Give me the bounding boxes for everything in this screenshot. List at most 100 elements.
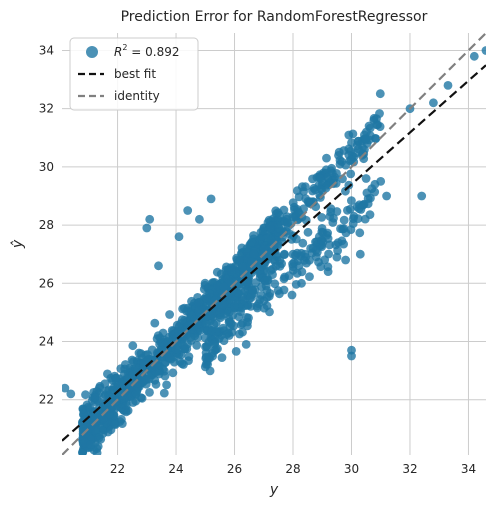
data-point xyxy=(186,332,196,342)
data-point xyxy=(280,249,289,259)
data-point xyxy=(235,256,245,265)
data-point xyxy=(206,194,216,204)
legend-frame xyxy=(69,37,199,111)
data-point xyxy=(291,234,301,244)
data-point xyxy=(300,256,309,265)
data-point xyxy=(162,380,172,390)
data-point xyxy=(235,329,244,339)
data-point xyxy=(202,342,212,352)
data-point xyxy=(287,290,297,300)
data-point xyxy=(159,388,169,398)
data-point xyxy=(335,155,345,165)
chart-title: Prediction Error for RandomForestRegress… xyxy=(121,9,428,25)
data-point xyxy=(227,267,237,276)
data-point xyxy=(347,196,356,206)
data-point xyxy=(252,301,262,311)
data-point xyxy=(222,329,232,339)
data-point xyxy=(283,218,292,228)
data-point xyxy=(316,262,326,272)
data-point xyxy=(270,279,280,289)
data-point xyxy=(364,121,374,131)
data-point xyxy=(168,368,178,378)
data-point xyxy=(171,344,181,354)
identity-line xyxy=(62,33,486,455)
data-point xyxy=(137,393,147,403)
data-point xyxy=(352,141,362,150)
data-point xyxy=(85,403,95,413)
data-point xyxy=(111,420,120,429)
data-point xyxy=(210,296,220,305)
data-point xyxy=(369,113,379,123)
y-axis-label: ŷ xyxy=(10,239,26,249)
data-point xyxy=(153,331,163,340)
data-point xyxy=(314,232,324,242)
data-point xyxy=(145,214,155,224)
data-point xyxy=(317,185,327,195)
data-point xyxy=(174,232,184,242)
data-point xyxy=(361,174,371,183)
data-point xyxy=(345,204,355,214)
x-tick-label: 30 xyxy=(344,462,359,476)
data-point xyxy=(273,208,283,218)
y-tick-label: 34 xyxy=(39,43,54,57)
data-point xyxy=(66,389,76,399)
data-point xyxy=(365,210,375,220)
data-point xyxy=(275,256,285,265)
data-point xyxy=(218,301,228,310)
y-tick-label: 24 xyxy=(39,334,54,348)
y-tick-label: 32 xyxy=(39,102,54,116)
data-point xyxy=(469,51,479,61)
data-point xyxy=(305,272,314,281)
data-point xyxy=(341,255,350,265)
data-point xyxy=(245,293,255,303)
x-axis-label: y xyxy=(269,482,279,498)
data-point xyxy=(92,448,102,455)
data-point xyxy=(78,404,88,414)
data-point xyxy=(200,362,210,372)
data-point xyxy=(288,249,298,259)
best-fit-line xyxy=(62,64,486,442)
data-point xyxy=(211,345,221,354)
x-tick-label: 22 xyxy=(110,462,125,476)
data-point xyxy=(194,305,204,314)
data-point xyxy=(224,317,234,327)
data-point xyxy=(248,286,258,295)
data-point xyxy=(322,172,332,182)
data-point xyxy=(243,278,253,288)
data-point xyxy=(258,226,268,236)
data-point xyxy=(301,182,310,192)
y-tick-label: 30 xyxy=(39,160,54,174)
data-point xyxy=(216,313,225,323)
data-point xyxy=(177,359,187,369)
data-point xyxy=(341,160,351,170)
data-point xyxy=(316,173,325,183)
data-point xyxy=(172,332,182,342)
data-point xyxy=(310,185,320,195)
data-point xyxy=(192,341,202,350)
data-point xyxy=(249,231,258,240)
data-point xyxy=(375,89,385,99)
data-point xyxy=(339,146,349,155)
data-point xyxy=(86,440,96,449)
y-tick-label: 22 xyxy=(39,393,54,407)
data-point xyxy=(78,448,87,455)
data-point xyxy=(362,188,372,198)
data-point xyxy=(311,252,321,262)
data-point xyxy=(341,228,351,238)
data-point xyxy=(128,370,138,380)
data-point xyxy=(323,228,332,238)
data-point xyxy=(292,186,302,196)
data-point xyxy=(247,237,257,247)
data-point xyxy=(177,315,187,325)
data-point xyxy=(184,352,194,361)
legend: R2 = 0.892 best fit identity xyxy=(69,37,199,111)
data-point xyxy=(275,289,284,299)
data-point xyxy=(193,333,203,342)
data-point xyxy=(251,278,261,287)
data-point xyxy=(129,357,138,366)
data-point xyxy=(259,296,269,306)
data-point xyxy=(249,249,259,259)
legend-r2-label: R2 = 0.892 xyxy=(114,43,179,59)
data-point xyxy=(142,223,152,233)
